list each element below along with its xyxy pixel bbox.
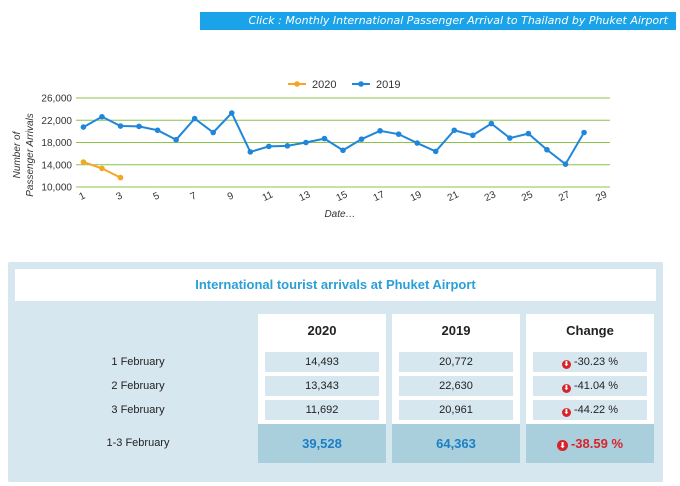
- table-cell: 20,772: [399, 352, 513, 372]
- series-line-2019: [82, 111, 585, 166]
- data-point-2019[interactable]: [228, 110, 235, 116]
- data-point-2019[interactable]: [525, 130, 532, 137]
- chart-grid: [76, 97, 610, 188]
- y-axis-ticks: 10,000 14,000 18,000 22,000 26,000: [41, 94, 72, 194]
- arrivals-table-panel: International tourist arrivals at Phuket…: [8, 262, 663, 482]
- data-point-2020[interactable]: [80, 159, 87, 165]
- chart-link-banner[interactable]: Click : Monthly International Passenger …: [200, 12, 676, 30]
- legend-label-2019[interactable]: 2019: [376, 79, 400, 91]
- data-point-2019[interactable]: [507, 135, 513, 141]
- legend-marker-2019: [358, 81, 364, 87]
- data-point-2019[interactable]: [581, 129, 587, 136]
- arrow-down-circle-icon: ⬇: [561, 408, 571, 417]
- change-value: -30.23 %: [573, 356, 619, 368]
- data-point-2019[interactable]: [395, 131, 402, 137]
- data-point-2019[interactable]: [303, 139, 309, 146]
- y-tick-label: 14,000: [41, 160, 72, 171]
- data-point-2019[interactable]: [136, 123, 142, 130]
- arrow-down-circle-icon: ⬇: [561, 360, 571, 369]
- data-point-2019[interactable]: [191, 115, 198, 122]
- y-axis-label-line2: Passenger Arrivals: [25, 113, 36, 197]
- table-title: International tourist arrivals at Phuket…: [15, 269, 656, 301]
- arrow-down-circle-icon: ⬇: [556, 440, 568, 451]
- total-change-value: -38.59 %: [570, 436, 624, 451]
- arrow-down-circle-icon: ⬇: [561, 384, 571, 393]
- x-tick-label: 5: [152, 190, 162, 203]
- table-cell: ⬇ -30.23 %: [533, 352, 647, 372]
- y-tick-label: 22,000: [41, 116, 72, 127]
- data-point-2019[interactable]: [80, 124, 87, 130]
- chart-legend[interactable]: 2020 2019: [288, 79, 400, 91]
- x-tick-label: 19: [409, 189, 424, 204]
- data-point-2019[interactable]: [377, 128, 383, 134]
- column-header-2020: 2020: [307, 323, 337, 338]
- data-point-2019[interactable]: [154, 127, 161, 134]
- table-cell: ⬇ -41.04 %: [533, 376, 647, 396]
- data-point-2019[interactable]: [562, 161, 569, 167]
- data-point-2019[interactable]: [340, 147, 346, 154]
- data-point-2019[interactable]: [247, 149, 254, 155]
- row-label: 1 February: [111, 356, 165, 368]
- change-value: -44.22 %: [573, 404, 619, 416]
- legend-marker-2020: [294, 81, 300, 87]
- data-point-2019[interactable]: [173, 136, 179, 143]
- total-cell-2019: 64,363: [392, 424, 520, 463]
- data-point-2019[interactable]: [488, 120, 495, 127]
- column-change: Change ⬇ -30.23 % ⬇ -41.04 % ⬇ -44.22 % ⬇ -3…: [526, 314, 654, 463]
- data-point-2019[interactable]: [284, 143, 291, 149]
- x-tick-label: 1: [78, 190, 88, 203]
- table-cell: 13,343: [265, 376, 379, 396]
- column-header-change: Change: [566, 323, 614, 338]
- data-point-2019[interactable]: [321, 135, 328, 142]
- legend-label-2020[interactable]: 2020: [312, 79, 336, 91]
- y-axis-label-line1: Number of: [12, 130, 23, 178]
- table-cell: 11,692: [265, 400, 379, 420]
- data-point-2019[interactable]: [432, 148, 439, 155]
- data-point-2019[interactable]: [210, 129, 217, 136]
- change-value: -41.04 %: [573, 380, 619, 392]
- x-tick-label: 9: [226, 190, 236, 203]
- x-tick-label: 17: [372, 189, 387, 204]
- table-cell: 22,630: [399, 376, 513, 396]
- x-tick-label: 27: [557, 189, 572, 204]
- x-tick-label: 25: [520, 189, 535, 204]
- column-2019: 2019 20,772 22,630 20,961 64,363: [392, 314, 520, 463]
- column-2020: 2020 14,493 13,343 11,692 39,528: [258, 314, 386, 463]
- y-tick-label: 10,000: [41, 183, 72, 194]
- y-tick-label: 26,000: [41, 94, 72, 105]
- table-cell: 20,961: [399, 400, 513, 420]
- data-point-2020[interactable]: [99, 165, 105, 172]
- x-tick-label: 15: [335, 189, 350, 204]
- data-point-2019[interactable]: [451, 127, 458, 134]
- x-tick-label: 29: [594, 189, 609, 204]
- y-tick-label: 18,000: [41, 138, 72, 149]
- x-tick-label: 11: [261, 189, 275, 204]
- x-tick-label: 21: [446, 189, 461, 204]
- total-row-label: 1-3 February: [106, 437, 170, 449]
- data-point-2019[interactable]: [358, 136, 365, 142]
- data-point-2019[interactable]: [99, 113, 105, 120]
- data-point-2019[interactable]: [414, 140, 420, 146]
- x-tick-label: 13: [297, 189, 312, 204]
- data-point-2019[interactable]: [266, 143, 272, 150]
- total-cell-change: ⬇ -38.59 %: [526, 424, 654, 463]
- row-label: 3 February: [111, 404, 165, 416]
- x-tick-label: 23: [483, 189, 498, 204]
- x-tick-label: 3: [115, 190, 125, 203]
- x-axis-label: Date…: [324, 209, 355, 220]
- data-point-2019[interactable]: [544, 146, 550, 153]
- table-cell: 14,493: [265, 352, 379, 372]
- total-cell-2020: 39,528: [258, 424, 386, 463]
- data-point-2019[interactable]: [117, 123, 124, 129]
- x-tick-label: 7: [189, 190, 199, 203]
- row-label: 2 February: [111, 380, 165, 392]
- column-header-2019: 2019: [441, 323, 471, 338]
- data-point-2020[interactable]: [117, 174, 124, 181]
- chart-series: [80, 110, 587, 181]
- x-axis-ticks: 1 3 5 7 9 11 13 15 17 19 21 23 25 27 29: [78, 189, 610, 204]
- table-cell: ⬇ -44.22 %: [533, 400, 647, 420]
- data-point-2019[interactable]: [469, 132, 476, 139]
